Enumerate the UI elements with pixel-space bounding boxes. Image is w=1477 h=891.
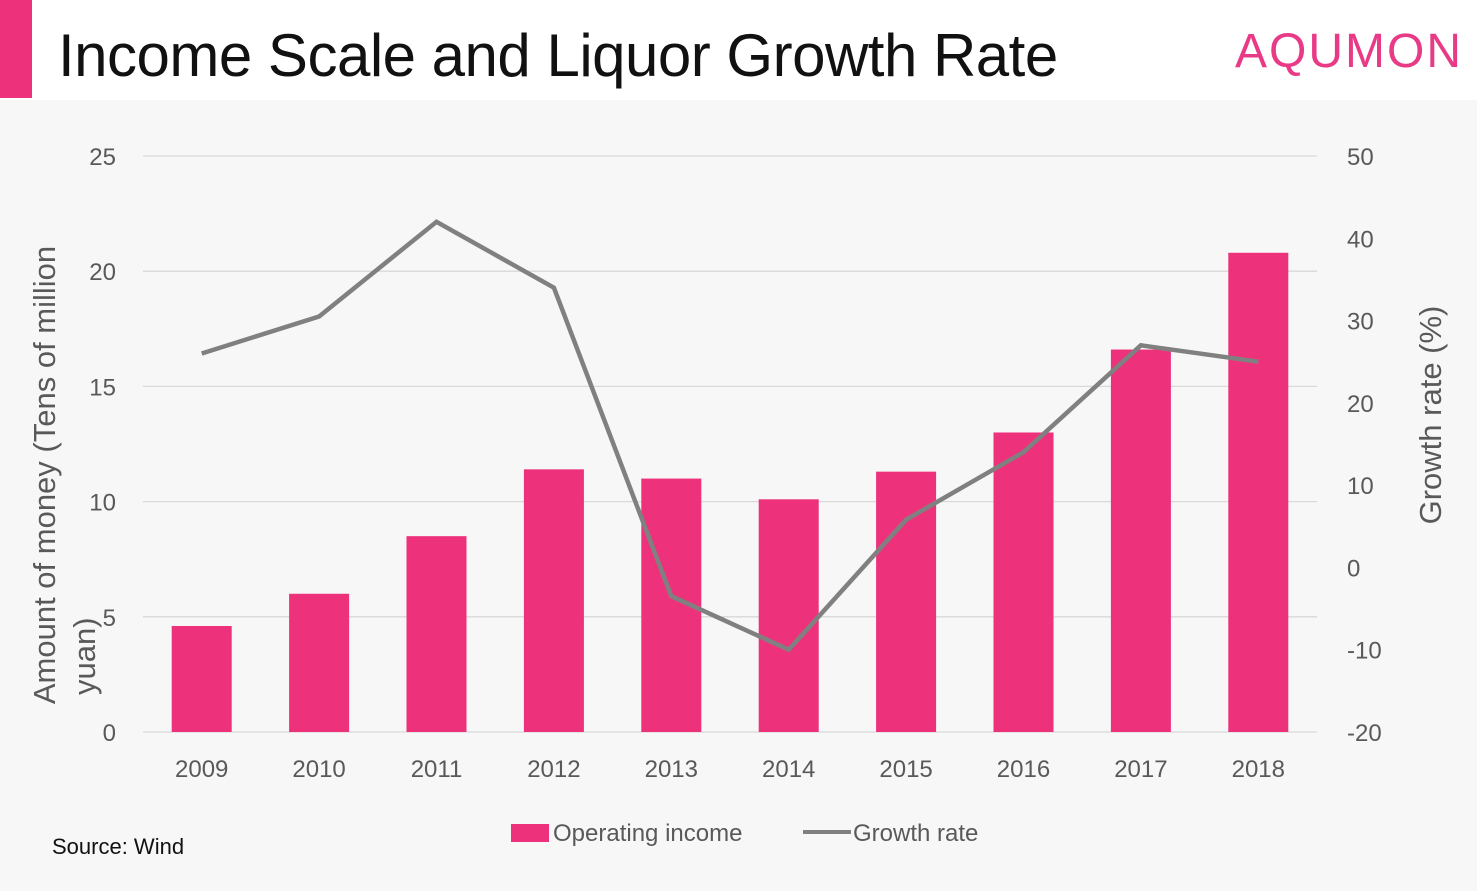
bar-2018 bbox=[1228, 252, 1289, 732]
y-tick-label: 25 bbox=[89, 144, 116, 171]
y-axis-title-line-1: Amount of money (Tens of million bbox=[27, 246, 62, 704]
bar-2009 bbox=[171, 626, 232, 732]
x-tick-label: 2018 bbox=[1232, 756, 1285, 783]
bar-2016 bbox=[993, 432, 1054, 732]
legend-label-operating-income: Operating income bbox=[553, 820, 742, 847]
x-tick-label: 2009 bbox=[175, 756, 228, 783]
title-accent-bar bbox=[0, 0, 32, 98]
bar-2011 bbox=[406, 536, 467, 732]
x-tick-label: 2013 bbox=[645, 756, 698, 783]
legend-label-growth-rate: Growth rate bbox=[853, 820, 978, 847]
header: Income Scale and Liquor Growth Rate AQUM… bbox=[0, 0, 1477, 100]
x-tick-label: 2017 bbox=[1114, 756, 1167, 783]
y-right-tick-label: 20 bbox=[1347, 391, 1374, 418]
bar-2014 bbox=[758, 499, 819, 732]
x-tick-label: 2012 bbox=[527, 756, 580, 783]
legend-swatch-operating-income bbox=[511, 824, 549, 842]
y-right-tick-label: 30 bbox=[1347, 309, 1374, 336]
y-tick-label: 5 bbox=[103, 605, 116, 632]
y-right-tick-label: -10 bbox=[1347, 638, 1382, 665]
bar-2015 bbox=[876, 471, 937, 732]
x-tick-label: 2014 bbox=[762, 756, 815, 783]
y-right-axis-title: Growth rate (%) bbox=[1413, 306, 1448, 525]
y-tick-label: 0 bbox=[103, 720, 116, 747]
x-tick-label: 2011 bbox=[411, 756, 463, 783]
y-right-tick-label: 50 bbox=[1347, 144, 1374, 171]
x-tick-label: 2015 bbox=[879, 756, 932, 783]
source-note: Source: Wind bbox=[52, 834, 185, 859]
chart-title: Income Scale and Liquor Growth Rate bbox=[58, 22, 1058, 89]
growth-rate-line bbox=[201, 219, 1259, 653]
y-tick-label: 10 bbox=[89, 490, 116, 517]
y-right-tick-label: -20 bbox=[1347, 720, 1382, 747]
x-tick-label: 2016 bbox=[997, 756, 1050, 783]
y-tick-label: 20 bbox=[89, 259, 116, 286]
y-right-tick-label: 0 bbox=[1347, 555, 1360, 582]
bar-2010 bbox=[289, 593, 350, 732]
bar-2017 bbox=[1110, 349, 1171, 732]
y-right-tick-label: 10 bbox=[1347, 473, 1374, 500]
y-tick-label: 15 bbox=[89, 374, 116, 401]
bar-2012 bbox=[523, 469, 584, 732]
brand-logo: AQUMON bbox=[1235, 25, 1463, 78]
x-tick-label: 2010 bbox=[292, 756, 345, 783]
y-axis-title-line-2: yuan) bbox=[67, 617, 102, 695]
y-right-tick-label: 40 bbox=[1347, 226, 1374, 253]
y-axis-title: Amount of money (Tens of million yuan) bbox=[27, 246, 102, 704]
